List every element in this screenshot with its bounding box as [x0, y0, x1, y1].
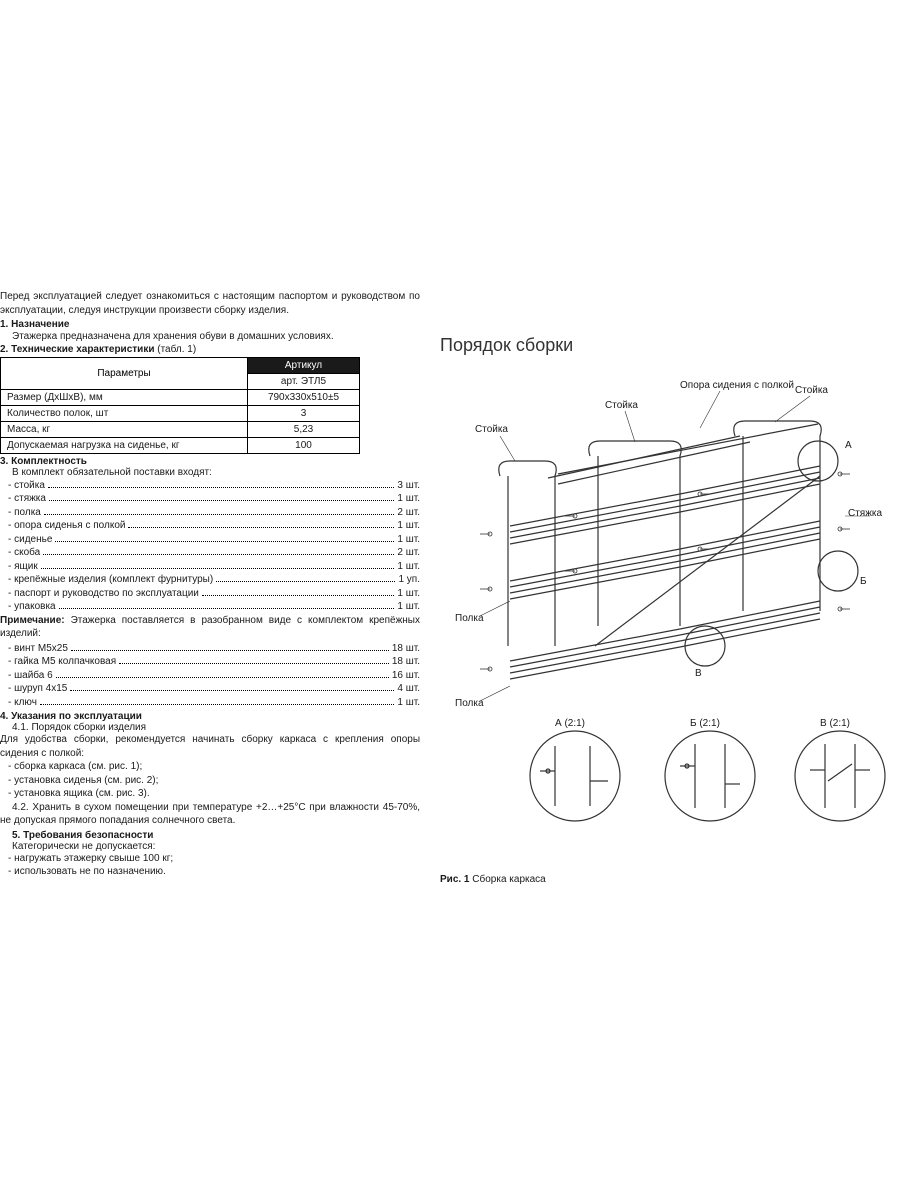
table-row: Количество полок, шт3	[1, 405, 360, 421]
svg-text:Стойка: Стойка	[795, 385, 828, 396]
right-column: Порядок сборки	[430, 290, 900, 885]
list-item: - опора сиденья с полкой1 шт.	[0, 519, 420, 533]
svg-text:Б (2:1): Б (2:1)	[690, 718, 720, 729]
section-5-intro: Категорически не допускается:	[0, 841, 420, 852]
list-item: - шуруп 4х154 шт.	[0, 682, 420, 696]
spec-table: Параметры Артикул арт. ЭТЛ5 Размер (ДхШх…	[0, 357, 360, 454]
svg-text:Стойка: Стойка	[475, 424, 508, 435]
svg-text:В: В	[695, 668, 702, 679]
svg-text:Полка: Полка	[455, 698, 484, 709]
list-item: - винт М5х2518 шт.	[0, 642, 420, 656]
section-4-1-c: - установка ящика (см. рис. 3).	[0, 787, 420, 801]
left-column: Перед эксплуатацией следует ознакомиться…	[0, 290, 430, 885]
table-row: Размер (ДхШхВ), мм790х330х510±5	[1, 389, 360, 405]
section-1-text: Этажерка предназначена для хранения обув…	[0, 330, 420, 344]
list-item: - стяжка1 шт.	[0, 492, 420, 506]
svg-text:Стяжка: Стяжка	[848, 508, 883, 519]
list-item: - шайба 616 шт.	[0, 669, 420, 683]
svg-text:Б: Б	[860, 576, 867, 587]
table-row: Масса, кг5,23	[1, 421, 360, 437]
intro-text: Перед эксплуатацией следует ознакомиться…	[0, 290, 420, 317]
list-item: - ящик1 шт.	[0, 560, 420, 574]
figure-caption: Рис. 1 Сборка каркаса	[440, 874, 900, 885]
note: Примечание: Этажерка поставляется в разо…	[0, 614, 420, 641]
assembly-title: Порядок сборки	[440, 335, 900, 356]
fasteners-list: - винт М5х2518 шт.- гайка М5 колпачковая…	[0, 642, 420, 710]
section-4-1: 4.1. Порядок сборки изделия	[0, 722, 420, 733]
svg-text:А (2:1): А (2:1)	[555, 718, 585, 729]
section-5-b: - использовать не по назначению.	[0, 865, 420, 879]
list-item: - сиденье1 шт.	[0, 533, 420, 547]
svg-text:В (2:1): В (2:1)	[820, 718, 850, 729]
section-5-title: 5. Требования безопасности	[0, 830, 420, 841]
list-item: - крепёжные изделия (комплект фурнитуры)…	[0, 573, 420, 587]
section-5-a: - нагружать этажерку свыше 100 кг;	[0, 852, 420, 866]
assembly-diagram: Стойка Стойка Стойка Опора сидения с пол…	[440, 366, 890, 866]
svg-text:Стойка: Стойка	[605, 400, 638, 411]
svg-text:Опора сидения с полкой: Опора сидения с полкой	[680, 380, 794, 391]
section-4-1-text: Для удобства сборки, рекомендуется начин…	[0, 733, 420, 760]
section-4-2: 4.2. Хранить в сухом помещении при темпе…	[0, 801, 420, 828]
spec-article-value: арт. ЭТЛ5	[248, 373, 360, 389]
section-3-intro: В комплект обязательной поставки входят:	[0, 467, 420, 478]
spec-article-header: Артикул	[248, 357, 360, 373]
parts-list: - стойка3 шт.- стяжка1 шт.- полка2 шт.- …	[0, 479, 420, 614]
section-3-title: 3. Комплектность	[0, 456, 420, 467]
list-item: - упаковка1 шт.	[0, 600, 420, 614]
list-item: - гайка М5 колпачковая18 шт.	[0, 655, 420, 669]
svg-text:Полка: Полка	[455, 613, 484, 624]
list-item: - паспорт и руководство по эксплуатации1…	[0, 587, 420, 601]
section-4-1-b: - установка сиденья (см. рис. 2);	[0, 774, 420, 788]
list-item: - ключ1 шт.	[0, 696, 420, 710]
section-4-title: 4. Указания по эксплуатации	[0, 711, 420, 722]
table-row: Допускаемая нагрузка на сиденье, кг100	[1, 437, 360, 453]
svg-text:А: А	[845, 440, 852, 451]
list-item: - скоба2 шт.	[0, 546, 420, 560]
section-2-title: 2. Технические характеристики (табл. 1)	[0, 344, 420, 355]
section-1-title: 1. Назначение	[0, 319, 420, 330]
spec-param-header: Параметры	[1, 357, 248, 389]
section-4-1-a: - сборка каркаса (см. рис. 1);	[0, 760, 420, 774]
list-item: - стойка3 шт.	[0, 479, 420, 493]
list-item: - полка2 шт.	[0, 506, 420, 520]
